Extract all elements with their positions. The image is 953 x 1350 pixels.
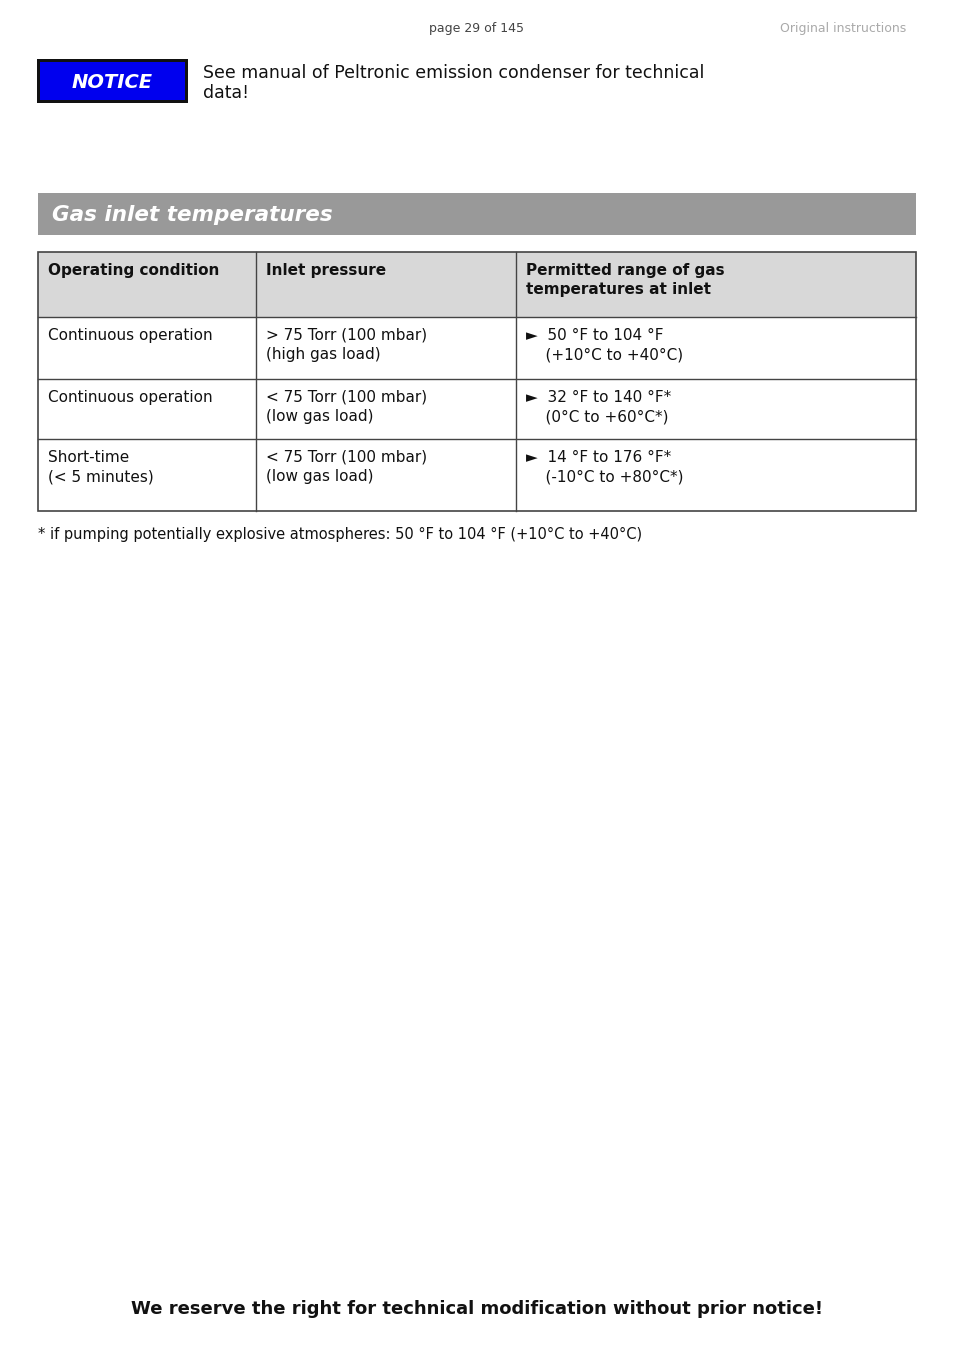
Bar — [38, 252, 915, 512]
Text: ►  50 °F to 104 °F
    (+10°C to +40°C): ► 50 °F to 104 °F (+10°C to +40°C) — [525, 328, 682, 362]
Text: Operating condition: Operating condition — [48, 263, 219, 278]
Bar — [38, 252, 915, 317]
Text: data!: data! — [203, 84, 249, 103]
Bar — [38, 317, 915, 379]
Text: * if pumping potentially explosive atmospheres: 50 °F to 104 °F (+10°C to +40°C): * if pumping potentially explosive atmos… — [38, 526, 641, 541]
Text: Continuous operation: Continuous operation — [48, 328, 213, 343]
Text: ►  32 °F to 140 °F*
    (0°C to +60°C*): ► 32 °F to 140 °F* (0°C to +60°C*) — [525, 390, 671, 424]
Bar — [40, 62, 185, 100]
Text: See manual of Peltronic emission condenser for technical: See manual of Peltronic emission condens… — [203, 63, 703, 82]
Text: Inlet pressure: Inlet pressure — [266, 263, 386, 278]
Text: Short-time
(< 5 minutes): Short-time (< 5 minutes) — [48, 450, 153, 485]
Text: NOTICE: NOTICE — [71, 73, 152, 92]
Text: < 75 Torr (100 mbar)
(low gas load): < 75 Torr (100 mbar) (low gas load) — [266, 390, 427, 424]
Text: < 75 Torr (100 mbar)
(low gas load): < 75 Torr (100 mbar) (low gas load) — [266, 450, 427, 485]
Text: Permitted range of gas
temperatures at inlet: Permitted range of gas temperatures at i… — [525, 263, 724, 297]
Bar — [38, 193, 915, 235]
Text: Gas inlet temperatures: Gas inlet temperatures — [52, 205, 333, 225]
Text: ►  14 °F to 176 °F*
    (-10°C to +80°C*): ► 14 °F to 176 °F* (-10°C to +80°C*) — [525, 450, 682, 485]
Bar — [38, 379, 915, 439]
Text: Original instructions: Original instructions — [779, 22, 905, 35]
Bar — [38, 439, 915, 512]
Text: > 75 Torr (100 mbar)
(high gas load): > 75 Torr (100 mbar) (high gas load) — [266, 328, 427, 362]
Text: We reserve the right for technical modification without prior notice!: We reserve the right for technical modif… — [131, 1300, 822, 1318]
Text: Continuous operation: Continuous operation — [48, 390, 213, 405]
Bar — [37, 59, 188, 103]
Text: page 29 of 145: page 29 of 145 — [429, 22, 524, 35]
